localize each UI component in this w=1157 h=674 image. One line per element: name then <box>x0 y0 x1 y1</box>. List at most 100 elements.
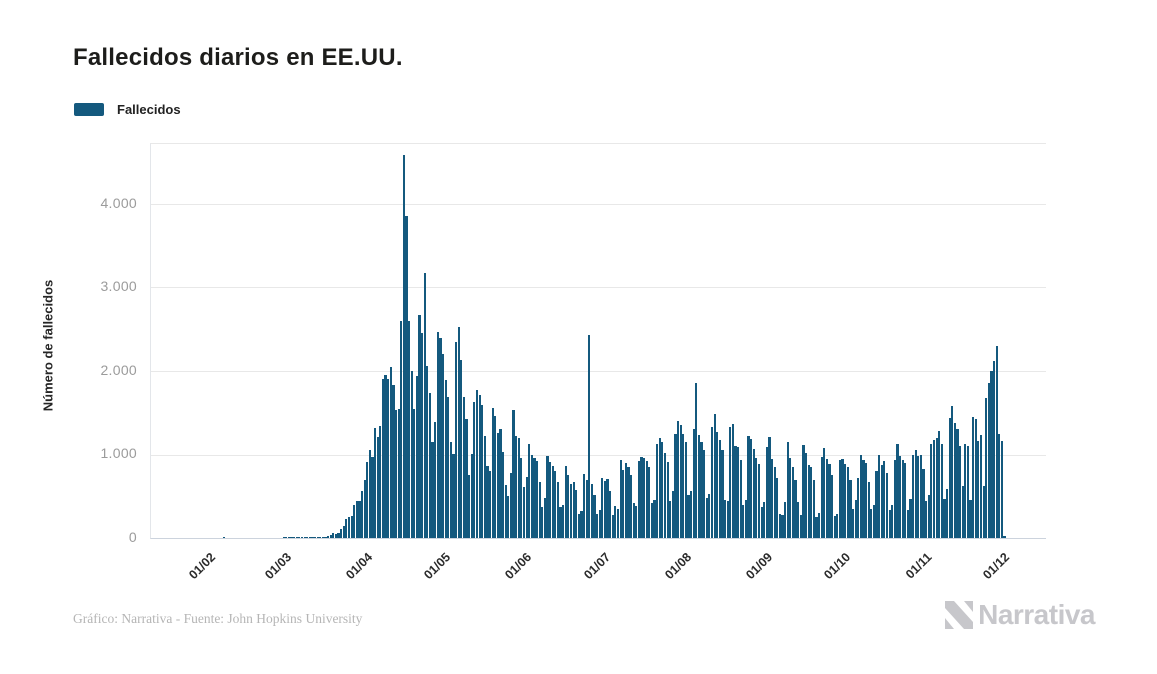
bar <box>624 462 627 538</box>
bar <box>744 500 748 538</box>
bar <box>888 509 891 538</box>
bar <box>282 537 285 538</box>
bar <box>833 516 836 538</box>
bar <box>943 498 946 538</box>
bar <box>572 481 575 538</box>
bar <box>692 429 695 538</box>
x-tick-label: 01/05 <box>421 550 454 583</box>
bar <box>334 533 338 538</box>
bar <box>358 500 361 538</box>
bar <box>637 461 640 538</box>
bar <box>864 462 868 538</box>
bar <box>324 536 327 538</box>
bar <box>697 435 701 538</box>
x-tick-label: 01/09 <box>742 550 775 583</box>
bar <box>347 517 351 538</box>
bar <box>596 514 599 538</box>
bar <box>426 365 429 538</box>
bar <box>392 385 395 538</box>
bar <box>990 370 993 538</box>
bar <box>998 434 1001 538</box>
bar <box>802 445 805 538</box>
bar <box>734 446 737 538</box>
bar <box>893 460 896 538</box>
bar <box>797 502 800 538</box>
bar <box>898 456 902 538</box>
legend-swatch <box>74 103 104 116</box>
bar <box>648 467 651 538</box>
bar <box>515 435 518 538</box>
bar <box>919 454 923 538</box>
bar <box>423 272 426 538</box>
bar <box>872 505 876 538</box>
bar <box>969 499 972 538</box>
bar <box>763 502 766 538</box>
bar <box>862 460 865 538</box>
bar <box>308 537 311 538</box>
narrativa-n-icon <box>945 601 974 629</box>
bar <box>554 471 557 538</box>
bar <box>854 500 857 538</box>
bar <box>327 536 330 538</box>
bar <box>405 215 408 538</box>
bar <box>512 409 515 538</box>
bar <box>773 467 776 538</box>
bar <box>875 471 878 538</box>
bar <box>823 447 826 538</box>
bar <box>786 441 789 538</box>
bar <box>831 474 834 538</box>
bar <box>465 419 468 538</box>
bar <box>959 446 962 538</box>
bar <box>360 491 364 538</box>
bar <box>705 497 708 538</box>
bar <box>768 437 771 538</box>
bar <box>353 504 356 538</box>
bar <box>791 467 795 538</box>
bar <box>739 459 742 538</box>
bar <box>948 417 951 538</box>
bar <box>966 446 970 538</box>
plot-area: 01/02 01/03 01/04 01/05 01/06 01/07 01/08 01/09… <box>150 143 1046 582</box>
bar <box>410 370 413 538</box>
bar <box>755 457 758 538</box>
bar <box>935 437 938 538</box>
x-tick-label: 01/04 <box>343 550 376 583</box>
bar <box>925 501 928 538</box>
bar <box>222 537 225 538</box>
bar <box>496 432 499 538</box>
bar <box>499 428 502 538</box>
bar <box>645 460 648 538</box>
bar <box>867 482 870 538</box>
bar <box>841 458 844 538</box>
bar <box>468 475 471 538</box>
bar <box>917 456 920 538</box>
bar <box>804 452 808 538</box>
page-title: Fallecidos diarios en EE.UU. <box>73 44 403 71</box>
bar <box>927 495 930 538</box>
bar <box>366 461 369 538</box>
bar <box>945 488 949 538</box>
bar <box>488 470 492 538</box>
bar <box>394 409 398 538</box>
bar <box>551 465 554 538</box>
bar <box>491 408 494 538</box>
bar <box>397 409 400 538</box>
x-tick-label: 01/11 <box>902 550 935 582</box>
bar <box>982 486 985 538</box>
bar <box>454 341 458 538</box>
x-tick-label: 01/06 <box>502 550 535 583</box>
bar <box>535 461 539 538</box>
bar <box>770 458 774 538</box>
bar <box>922 468 925 538</box>
bar <box>979 435 983 538</box>
bar <box>619 460 622 538</box>
bar <box>376 436 379 538</box>
bar <box>836 513 839 538</box>
bar <box>627 467 630 538</box>
bar <box>972 416 975 538</box>
bar <box>389 366 392 538</box>
bar <box>825 458 828 538</box>
legend-item-fallecidos[interactable]: Fallecidos <box>74 102 181 117</box>
bar <box>953 422 956 538</box>
